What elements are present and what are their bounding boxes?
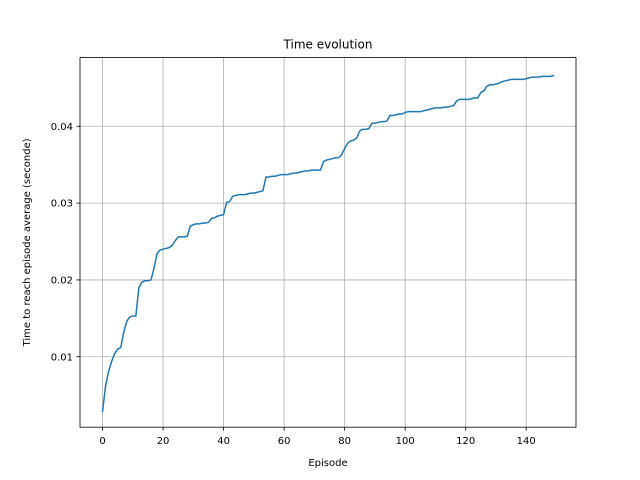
series-line: [101, 74, 555, 413]
y-axis-ticks: 0.01 0.02 0.03 0.04: [51, 122, 80, 363]
x-tick-label: 40: [217, 436, 230, 447]
x-tick-label: 100: [396, 436, 415, 447]
series-layer: [101, 74, 555, 413]
grid: [80, 57, 576, 428]
y-tick-label: 0.01: [51, 352, 73, 363]
y-axis-label: Time to reach episode average (seconde): [22, 138, 33, 347]
x-tick-label: 60: [278, 436, 291, 447]
x-tick-label: 0: [99, 436, 105, 447]
plot-frame: [79, 57, 577, 428]
y-tick-label: 0.02: [51, 276, 73, 287]
y-tick-label: 0.04: [51, 122, 73, 133]
x-axis-label: Episode: [308, 458, 347, 469]
x-tick-label: 20: [157, 436, 170, 447]
x-axis-ticks: 0 20 40 60 80 100 120 140: [99, 427, 536, 447]
y-tick-label: 0.03: [51, 199, 73, 210]
chart-title: Time evolution: [283, 38, 373, 52]
x-tick-label: 80: [338, 436, 351, 447]
x-tick-label: 140: [517, 436, 536, 447]
x-tick-label: 120: [456, 436, 475, 447]
